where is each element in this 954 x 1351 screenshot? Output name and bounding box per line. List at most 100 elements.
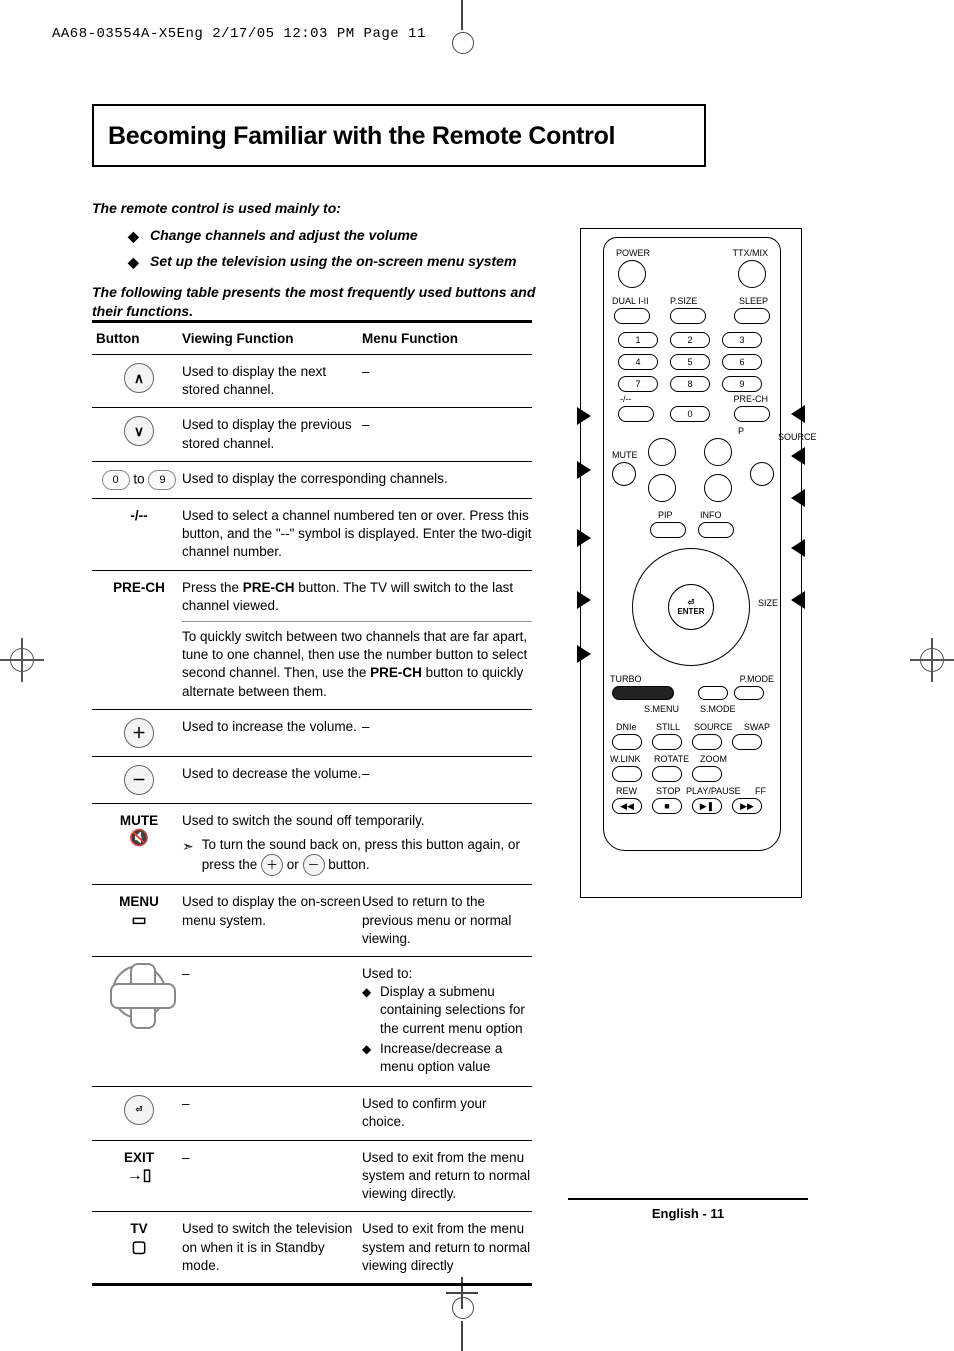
crop-cross-bottom [452, 1283, 472, 1303]
src2-button [692, 734, 722, 750]
table-row: － Used to decrease the volume. – [92, 757, 532, 804]
table-row: 0 to 9 Used to display the corresponding… [92, 462, 532, 499]
zoom-button [692, 766, 722, 782]
text: or [283, 857, 303, 872]
menu-list-item: Display a submenu containing selections … [362, 983, 532, 1038]
dual-button [614, 308, 650, 324]
callout-arrow [577, 461, 591, 479]
stop-button: ■ [652, 798, 682, 814]
text-bold: PRE-CH [370, 665, 422, 680]
title-box: Becoming Familiar with the Remote Contro… [92, 104, 706, 167]
page-footer: English - 11 [568, 1198, 808, 1221]
cell: Used to display the on-screen menu syste… [182, 893, 362, 929]
registration-mark-left [0, 638, 44, 682]
rew-label: REW [616, 786, 637, 796]
dnie-label: DNIe [616, 722, 637, 732]
cell: Used to switch the television on when it… [182, 1220, 362, 1275]
pip-button [650, 522, 686, 538]
still-button [652, 734, 682, 750]
cell: Used to increase the volume. [182, 718, 362, 736]
th-viewing: Viewing Function [182, 331, 362, 346]
digits-to: to [130, 471, 149, 486]
note-arrow-icon: ➣ [182, 837, 194, 856]
info-label: INFO [700, 510, 722, 520]
callout-arrow [577, 645, 591, 663]
intro-follow: The following table presents the most fr… [92, 283, 552, 321]
table-row: ⏎ – Used to confirm your choice. [92, 1087, 532, 1140]
ch-down-button [704, 474, 732, 502]
cell: Press the PRE-CH button. The TV will swi… [182, 579, 532, 701]
callout-arrow [791, 591, 805, 609]
table-row: EXIT →▯ – Used to exit from the menu sys… [92, 1141, 532, 1213]
registration-mark-right [910, 638, 954, 682]
power-label: POWER [616, 248, 650, 258]
num-6: 6 [722, 354, 762, 370]
wlink-label: W.LINK [610, 754, 641, 764]
intro-bullet: Set up the television using the on-scree… [150, 252, 552, 272]
table-row: MUTE 🔇 Used to switch the sound off temp… [92, 804, 532, 885]
power-button [618, 260, 646, 288]
cell: Used to decrease the volume. [182, 765, 362, 783]
callout-arrow [791, 447, 805, 465]
cell: Used to display the corresponding channe… [182, 470, 532, 488]
prech-button [734, 406, 770, 422]
th-button: Button [92, 331, 182, 346]
table-row: – Used to: Display a submenu containing … [92, 957, 532, 1087]
cell: – [182, 965, 362, 983]
mute-button [612, 462, 636, 486]
mute-rlabel: MUTE [612, 450, 638, 460]
wlink-button [612, 766, 642, 782]
table-row: TV ▢ Used to switch the television on wh… [92, 1212, 532, 1286]
num-2: 2 [670, 332, 710, 348]
num-0: 0 [670, 406, 710, 422]
source-button [750, 462, 774, 486]
info-button [698, 522, 734, 538]
play-button: ▶❚ [692, 798, 722, 814]
enter-button: ⏎ENTER [668, 584, 714, 630]
num-4: 4 [618, 354, 658, 370]
th-menu: Menu Function [362, 331, 532, 346]
text-bold: PRE-CH [243, 580, 295, 595]
sleep-button [734, 308, 770, 324]
table-row: ∨ Used to display the previous stored ch… [92, 408, 532, 461]
zoom-label: ZOOM [700, 754, 727, 764]
callout-arrow [791, 405, 805, 423]
ttxmix-button [738, 260, 766, 288]
smode-label: S.MODE [700, 704, 736, 714]
callout-arrow [577, 529, 591, 547]
channel-down-icon: ∨ [124, 416, 154, 446]
table-row: -/-- Used to select a channel numbered t… [92, 499, 532, 571]
dpad-icon [112, 965, 166, 1019]
cell: Used to exit from the menu system and re… [362, 1220, 532, 1275]
menu-label: MENU [96, 893, 182, 911]
mute-label: MUTE [96, 812, 182, 830]
dashdash-button [618, 406, 654, 422]
cell: Used to confirm your choice. [362, 1095, 532, 1131]
cell: Used to select a channel numbered ten or… [182, 507, 532, 562]
dnie-button [612, 734, 642, 750]
ff-button: ▶▶ [732, 798, 762, 814]
swap-label: SWAP [744, 722, 770, 732]
menu-icon: ▭ [96, 911, 182, 932]
table-row: MENU ▭ Used to display the on-screen men… [92, 885, 532, 957]
play-label: PLAY/PAUSE [686, 786, 741, 796]
ttxmix-label: TTX/MIX [733, 248, 769, 258]
functions-table: Button Viewing Function Menu Function ∧ … [92, 320, 532, 1286]
remote-diagram: POWER TTX/MIX DUAL I-II P.SIZE SLEEP 1 2… [580, 228, 802, 898]
remote-body: POWER TTX/MIX DUAL I-II P.SIZE SLEEP 1 2… [603, 237, 781, 851]
text: Press the [182, 580, 243, 595]
num-7: 7 [618, 376, 658, 392]
table-header: Button Viewing Function Menu Function [92, 320, 532, 355]
text: button. [325, 857, 370, 872]
digit-9-icon: 9 [148, 470, 176, 490]
cell: – [182, 1095, 362, 1113]
intro-lead: The remote control is used mainly to: [92, 200, 552, 216]
crop-mark-top [452, 0, 472, 48]
dual-label: DUAL I-II [612, 296, 649, 306]
volume-down-icon: － [303, 854, 325, 876]
intro-bullet: Change channels and adjust the volume [150, 226, 552, 246]
table-row: PRE-CH Press the PRE-CH button. The TV w… [92, 571, 532, 710]
dashdash-label: -/-- [620, 394, 632, 404]
psize-label: P.SIZE [670, 296, 697, 306]
smenu-label: S.MENU [644, 704, 679, 714]
